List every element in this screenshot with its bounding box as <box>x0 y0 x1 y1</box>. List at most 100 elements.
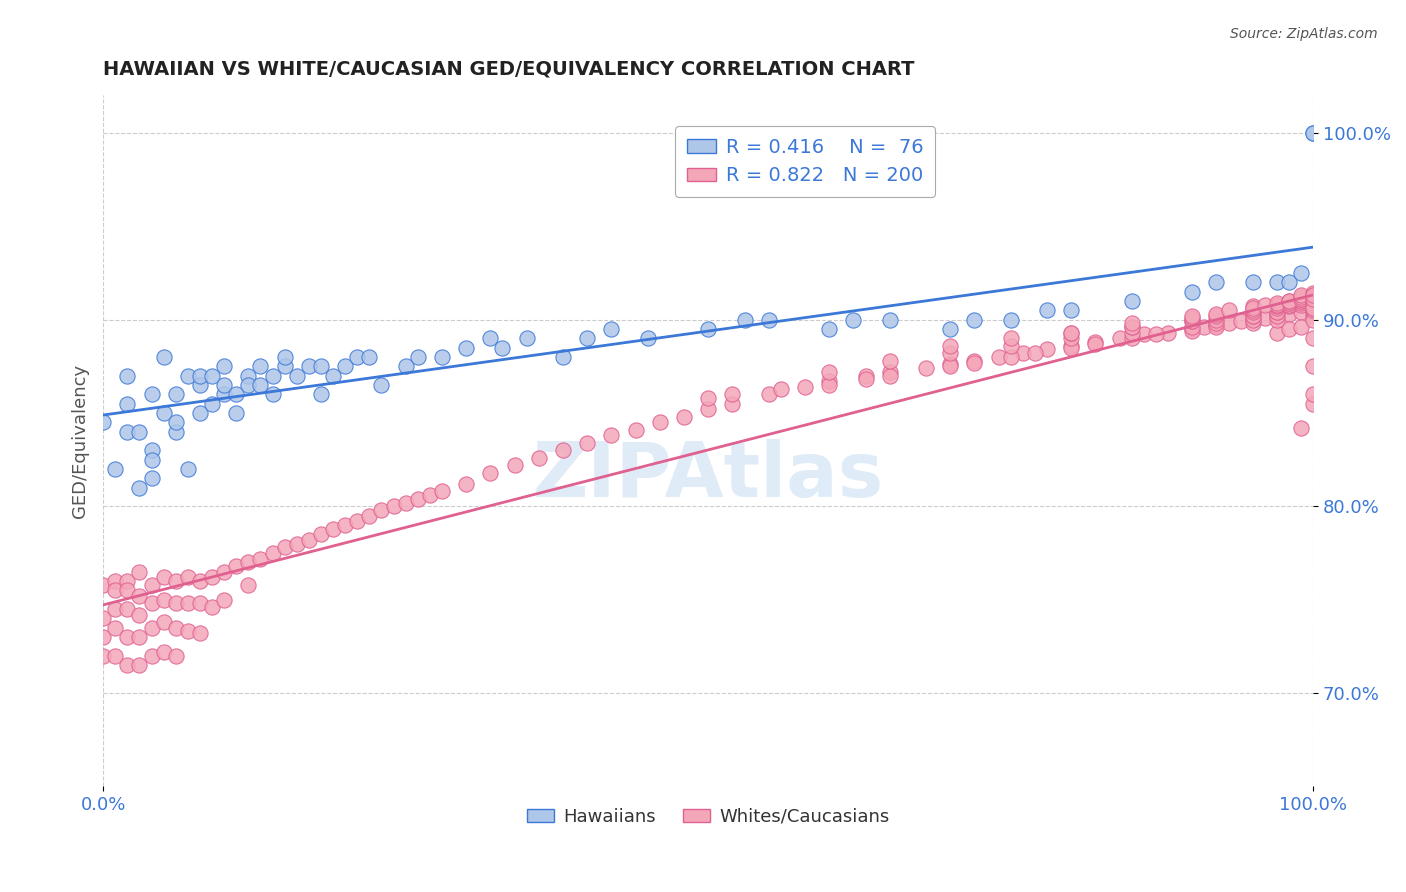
Point <box>721 387 744 401</box>
Point <box>1302 387 1324 401</box>
Point <box>1278 307 1301 321</box>
Point <box>963 355 986 369</box>
Point <box>1302 293 1324 308</box>
Point <box>939 357 962 371</box>
Point <box>141 452 163 467</box>
Point <box>91 415 114 429</box>
Point <box>758 387 780 401</box>
Point <box>1205 312 1227 326</box>
Point <box>1302 396 1324 410</box>
Point <box>1205 316 1227 330</box>
Point <box>1265 295 1288 310</box>
Point <box>238 578 260 592</box>
Point <box>503 458 526 473</box>
Point <box>1302 300 1324 314</box>
Point <box>1108 331 1130 345</box>
Point <box>1060 326 1083 340</box>
Point <box>212 387 235 401</box>
Point <box>479 331 502 345</box>
Point <box>128 589 150 603</box>
Point <box>188 368 211 383</box>
Point <box>1024 346 1046 360</box>
Point <box>104 648 127 663</box>
Point <box>479 466 502 480</box>
Point <box>1289 295 1312 310</box>
Point <box>1121 320 1143 334</box>
Point <box>855 372 877 386</box>
Point <box>1121 320 1143 334</box>
Point <box>177 597 200 611</box>
Point <box>117 396 139 410</box>
Point <box>1302 292 1324 306</box>
Point <box>141 597 163 611</box>
Point <box>1302 309 1324 323</box>
Point <box>1241 312 1264 326</box>
Point <box>1060 326 1083 340</box>
Point <box>1289 293 1312 308</box>
Point <box>104 602 127 616</box>
Point <box>963 353 986 368</box>
Point <box>516 331 538 345</box>
Point <box>1121 293 1143 308</box>
Point <box>1241 300 1264 314</box>
Point <box>1194 320 1216 334</box>
Point <box>225 387 247 401</box>
Point <box>1205 309 1227 323</box>
Point <box>1205 320 1227 334</box>
Point <box>117 583 139 598</box>
Point <box>1289 292 1312 306</box>
Point <box>128 630 150 644</box>
Point <box>1157 326 1180 340</box>
Point <box>141 471 163 485</box>
Point <box>117 574 139 588</box>
Point <box>395 495 418 509</box>
Point <box>1265 305 1288 319</box>
Point <box>879 368 901 383</box>
Point <box>395 359 418 374</box>
Point <box>1265 309 1288 323</box>
Point <box>1265 275 1288 289</box>
Point <box>309 527 332 541</box>
Point <box>1302 293 1324 308</box>
Point <box>406 350 429 364</box>
Point <box>165 648 187 663</box>
Point <box>225 559 247 574</box>
Point <box>249 378 271 392</box>
Point <box>333 359 356 374</box>
Point <box>1205 275 1227 289</box>
Point <box>238 555 260 569</box>
Point <box>1289 293 1312 308</box>
Text: HAWAIIAN VS WHITE/CAUCASIAN GED/EQUIVALENCY CORRELATION CHART: HAWAIIAN VS WHITE/CAUCASIAN GED/EQUIVALE… <box>103 60 915 78</box>
Point <box>91 578 114 592</box>
Point <box>333 518 356 533</box>
Point <box>456 477 478 491</box>
Point <box>1265 297 1288 311</box>
Point <box>1218 303 1240 318</box>
Point <box>1265 312 1288 326</box>
Point <box>188 406 211 420</box>
Point <box>1289 266 1312 280</box>
Point <box>1289 305 1312 319</box>
Point <box>212 592 235 607</box>
Point <box>721 396 744 410</box>
Legend: Hawaiians, Whites/Caucasians: Hawaiians, Whites/Caucasians <box>520 800 897 833</box>
Point <box>1289 288 1312 302</box>
Point <box>1289 320 1312 334</box>
Point <box>527 450 550 465</box>
Point <box>1121 316 1143 330</box>
Point <box>117 602 139 616</box>
Point <box>201 600 224 615</box>
Point <box>1084 336 1107 351</box>
Point <box>104 621 127 635</box>
Point <box>879 353 901 368</box>
Point <box>104 574 127 588</box>
Point <box>273 350 295 364</box>
Point <box>939 359 962 374</box>
Point <box>91 648 114 663</box>
Point <box>818 322 841 336</box>
Point <box>238 368 260 383</box>
Point <box>128 658 150 673</box>
Point <box>1289 297 1312 311</box>
Point <box>600 322 623 336</box>
Point <box>91 611 114 625</box>
